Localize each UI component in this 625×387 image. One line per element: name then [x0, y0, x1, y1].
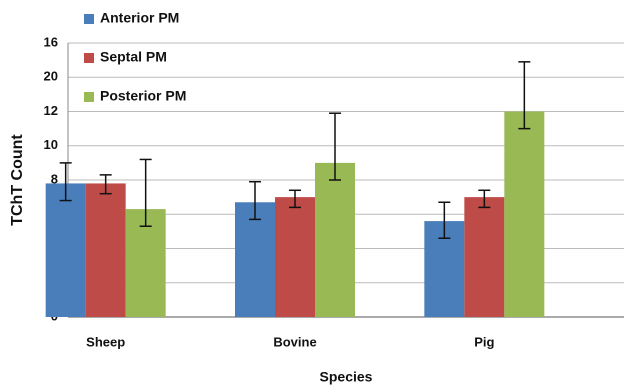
x-tick-label: Pig — [474, 334, 494, 349]
legend-swatch — [84, 53, 94, 63]
y-tick-label: 12 — [44, 103, 58, 118]
y-tick-label: 20 — [44, 69, 58, 84]
bar — [315, 162, 355, 317]
x-axis-title: Species — [320, 369, 373, 385]
bar — [235, 202, 275, 317]
bar — [125, 209, 166, 317]
bar — [464, 197, 505, 317]
bar — [275, 197, 315, 317]
y-axis-title: TChT Count — [9, 134, 26, 226]
bar — [85, 183, 126, 317]
x-tick-label: Bovine — [273, 334, 316, 349]
legend-label: Septal PM — [100, 49, 167, 65]
bar — [45, 183, 86, 317]
y-tick-label: 8 — [51, 171, 58, 186]
y-tick-label: 10 — [44, 137, 58, 152]
legend-swatch — [84, 14, 94, 24]
y-tick-label: 16 — [44, 34, 58, 49]
bar — [504, 111, 545, 317]
x-tick-label: Sheep — [86, 334, 125, 349]
legend-swatch — [84, 92, 94, 102]
legend-label: Anterior PM — [100, 10, 179, 26]
legend-label: Posterior PM — [100, 88, 186, 104]
